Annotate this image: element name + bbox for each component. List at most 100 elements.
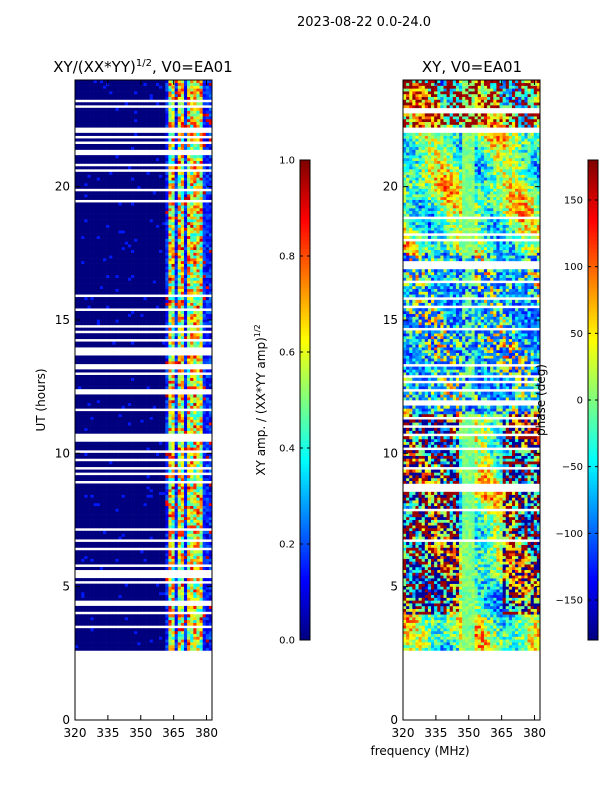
heatmap-cell <box>84 561 88 565</box>
heatmap-cell <box>103 336 107 340</box>
heatmap-cell <box>78 427 82 431</box>
heatmap-cell <box>149 299 154 303</box>
heatmap-cell <box>171 619 175 623</box>
heatmap-cell <box>180 249 185 253</box>
heatmap-cell <box>159 461 163 465</box>
heatmap-cell <box>193 605 197 609</box>
heatmap-cell <box>143 502 147 507</box>
heatmap-cell <box>81 333 85 337</box>
heatmap-cell <box>112 444 116 448</box>
heatmap-cell <box>93 491 98 495</box>
heatmap-cell <box>134 386 138 390</box>
heatmap-cell <box>180 288 185 292</box>
heatmap-cell <box>84 500 88 504</box>
heatmap-cell <box>106 344 110 348</box>
heatmap-cell <box>199 636 203 640</box>
heatmap-cell <box>149 252 154 256</box>
heatmap-cell <box>99 483 104 487</box>
heatmap-cell <box>143 260 147 264</box>
heatmap-cell <box>171 630 175 635</box>
heatmap-cell <box>183 558 188 562</box>
heatmap-cell <box>134 516 138 520</box>
heatmap-cell <box>171 255 175 259</box>
heatmap-cell <box>180 263 185 267</box>
heatmap-cell <box>140 642 144 646</box>
heatmap-cell <box>168 464 172 468</box>
heatmap-cell <box>103 642 107 646</box>
heatmap-cell <box>180 274 185 278</box>
heatmap-cell <box>174 285 179 289</box>
heatmap-cell <box>193 291 197 295</box>
heatmap-cell <box>99 241 104 245</box>
heatmap-cell <box>112 280 116 284</box>
heatmap-cell <box>103 619 107 623</box>
heatmap-cell <box>193 555 197 559</box>
heatmap-cell <box>199 361 203 365</box>
heatmap-cell <box>143 636 147 640</box>
heatmap-cell <box>159 502 163 507</box>
heatmap-cell <box>159 374 163 379</box>
heatmap-cell <box>143 411 147 415</box>
heatmap-cell <box>183 355 188 359</box>
heatmap-cell <box>115 541 119 545</box>
heatmap-cell <box>115 619 119 623</box>
heatmap-cell <box>103 299 107 303</box>
heatmap-cell <box>168 630 172 635</box>
heatmap-cell <box>202 469 207 473</box>
heatmap-cell <box>208 319 213 323</box>
heatmap-cell <box>146 642 151 646</box>
heatmap-cell <box>103 383 107 387</box>
heatmap-cell <box>118 285 122 289</box>
heatmap-cell <box>171 386 175 390</box>
heatmap-cell <box>106 447 110 451</box>
heatmap-cell <box>131 274 135 278</box>
heatmap-cell <box>143 305 147 309</box>
heatmap-cell <box>124 252 129 256</box>
heatmap-cell <box>131 583 135 587</box>
heatmap-cell <box>124 553 129 557</box>
heatmap-cell <box>193 586 197 590</box>
heatmap-cell <box>202 377 207 381</box>
heatmap-cell <box>146 397 151 401</box>
heatmap-cell <box>131 280 135 284</box>
heatmap-cell <box>168 505 172 509</box>
heatmap-cell <box>146 486 151 490</box>
heatmap-cell <box>208 514 213 518</box>
heatmap-cell <box>127 425 132 429</box>
heatmap-cell <box>174 452 179 456</box>
heatmap-cell <box>87 400 91 404</box>
heatmap-cell <box>118 516 122 520</box>
heatmap-cell <box>171 402 175 406</box>
heatmap-cell <box>124 263 129 267</box>
heatmap-cell <box>193 464 197 468</box>
heatmap-cell <box>140 605 144 609</box>
heatmap-cell <box>81 285 85 289</box>
heatmap-cell <box>109 344 113 348</box>
heatmap-cell <box>87 452 91 456</box>
heatmap-cell <box>106 319 110 323</box>
heatmap-cell <box>199 586 203 590</box>
heatmap-cell <box>208 283 213 287</box>
heatmap-cell <box>177 558 182 562</box>
heatmap-cell <box>118 327 122 331</box>
heatmap-cell <box>140 427 144 431</box>
heatmap-cell <box>199 516 203 520</box>
heatmap-cell <box>127 461 132 465</box>
heatmap-cell <box>137 386 141 390</box>
heatmap-cell <box>99 299 104 303</box>
heatmap-cell <box>193 494 197 498</box>
heatmap-cell <box>205 614 210 618</box>
heatmap-cell <box>137 494 141 498</box>
heatmap-cell <box>183 544 188 548</box>
heatmap-cell <box>118 397 122 401</box>
heatmap-cell <box>162 630 166 635</box>
heatmap-cell <box>171 258 175 262</box>
heatmap-cell <box>127 614 132 618</box>
heatmap-cell <box>84 578 88 582</box>
heatmap-cell <box>155 252 160 256</box>
heatmap-cell <box>78 489 82 493</box>
heatmap-cell <box>75 555 79 559</box>
heatmap-cell <box>152 622 157 626</box>
heatmap-cell <box>152 469 157 473</box>
heatmap-cell <box>152 319 157 323</box>
